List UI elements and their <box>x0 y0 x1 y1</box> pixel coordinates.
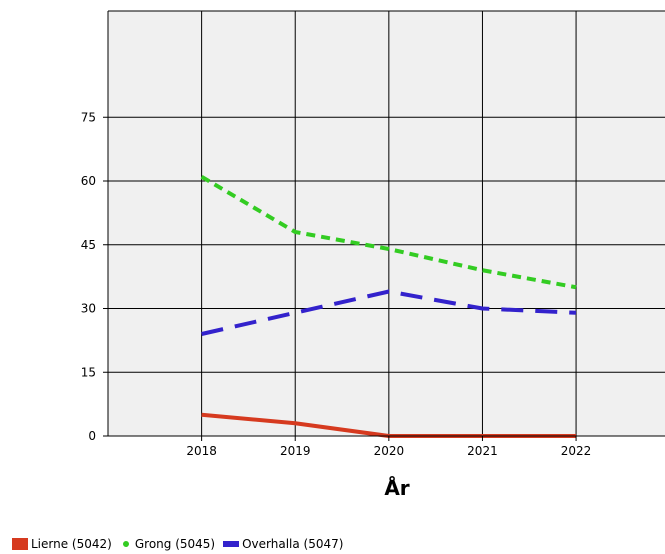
x-axis: 2018 2019 2020 2021 2022 <box>108 435 665 458</box>
grid-lines <box>108 10 665 437</box>
legend-label-lierne: Lierne (5042) <box>31 537 112 551</box>
chart-legend: Lierne (5042) Grong (5045) Overhalla (50… <box>12 537 351 551</box>
legend-label-overhalla: Overhalla (5047) <box>242 537 344 551</box>
legend-swatch-grong <box>122 541 129 547</box>
legend-swatch-overhalla <box>223 541 240 547</box>
x-tick-label: 2021 <box>467 444 498 458</box>
x-tick-label: 2020 <box>374 444 405 458</box>
y-tick-label: 15 <box>81 365 96 379</box>
y-tick-label: 60 <box>81 174 96 188</box>
plot-area <box>108 11 665 436</box>
y-tick-label: 30 <box>81 302 96 316</box>
x-axis-title: År <box>384 476 409 500</box>
y-axis: 0 15 30 45 60 75 <box>81 11 109 443</box>
x-tick-label: 2019 <box>280 444 311 458</box>
x-tick-label: 2022 <box>561 444 592 458</box>
legend-item-lierne: Lierne (5042) <box>12 537 112 551</box>
y-tick-label: 45 <box>81 238 96 252</box>
legend-label-grong: Grong (5045) <box>134 537 216 551</box>
legend-item-grong: Grong (5045) <box>120 537 215 551</box>
legend-item-overhalla: Overhalla (5047) <box>223 537 343 551</box>
x-tick-label: 2018 <box>186 444 217 458</box>
legend-swatch-lierne <box>12 538 28 550</box>
y-tick-label: 0 <box>88 429 96 443</box>
y-tick-label: 75 <box>81 110 96 124</box>
